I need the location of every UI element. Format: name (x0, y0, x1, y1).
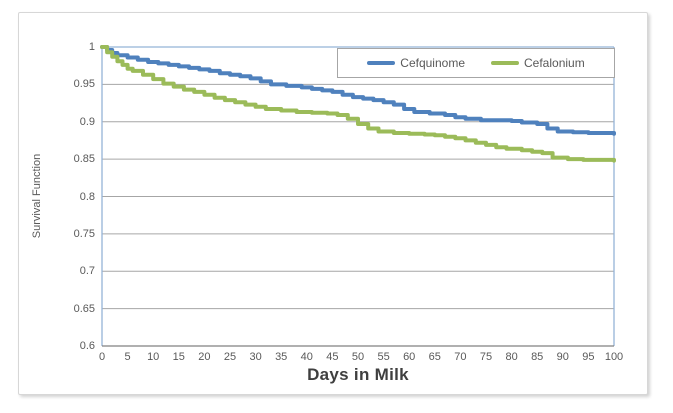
legend-entry-cefalonium: Cefalonium (491, 56, 585, 70)
x-tick-label: 85 (531, 351, 544, 363)
x-tick-label: 95 (582, 351, 595, 363)
x-tick-label: 25 (223, 351, 237, 363)
survival-plot-area (100, 45, 616, 347)
y-tick-label: 0.8 (79, 190, 95, 203)
x-tick-label: 45 (326, 351, 339, 363)
cefalonium-line-swatch-icon (491, 61, 519, 65)
x-tick-label: 15 (172, 351, 185, 363)
x-tick-label: 90 (556, 351, 569, 363)
series-line-cefquinome (100, 45, 616, 136)
legend-label-cefalonium: Cefalonium (524, 56, 585, 70)
x-tick-label: 35 (275, 351, 288, 363)
x-tick-label: 50 (351, 351, 365, 363)
series-line-cefalonium (100, 45, 616, 163)
x-tick-label: 5 (124, 351, 131, 363)
y-tick-label: 0.85 (73, 153, 95, 166)
y-tick-label: 0.75 (73, 227, 95, 240)
x-tick-label: 65 (428, 351, 441, 363)
y-tick-label: 1 (88, 41, 95, 53)
y-axis-title: Survival Function (31, 153, 43, 239)
x-tick-label: 80 (505, 351, 518, 363)
cefquinome-line-swatch-icon (367, 61, 396, 65)
x-tick-label: 40 (300, 351, 313, 363)
x-tick-label: 10 (147, 351, 160, 363)
legend: Cefquinome Cefalonium (337, 48, 615, 78)
x-axis-title: Days in Milk (307, 365, 409, 384)
y-tick-label: 0.95 (73, 78, 95, 91)
chart-frame: 1 0.95 0.9 0.85 0.8 0.75 0.7 0.65 0.6 0 5 10 15 20 25… (18, 12, 648, 395)
y-tick-label: 0.9 (79, 115, 95, 128)
x-tick-label: 60 (403, 351, 416, 363)
y-tick-label: 0.6 (79, 340, 95, 352)
y-tick-label: 0.7 (79, 265, 95, 278)
x-tick-label: 55 (377, 351, 390, 363)
x-tick-label: 100 (604, 351, 624, 363)
x-tick-label: 20 (198, 351, 211, 363)
y-tick-label: 0.65 (73, 302, 95, 315)
x-tick-label: 30 (249, 351, 262, 363)
legend-entry-cefquinome: Cefquinome (367, 56, 465, 70)
x-tick-label: 0 (98, 351, 106, 363)
x-tick-label: 75 (479, 351, 493, 363)
legend-label-cefquinome: Cefquinome (400, 56, 465, 70)
x-tick-label: 70 (454, 351, 467, 363)
